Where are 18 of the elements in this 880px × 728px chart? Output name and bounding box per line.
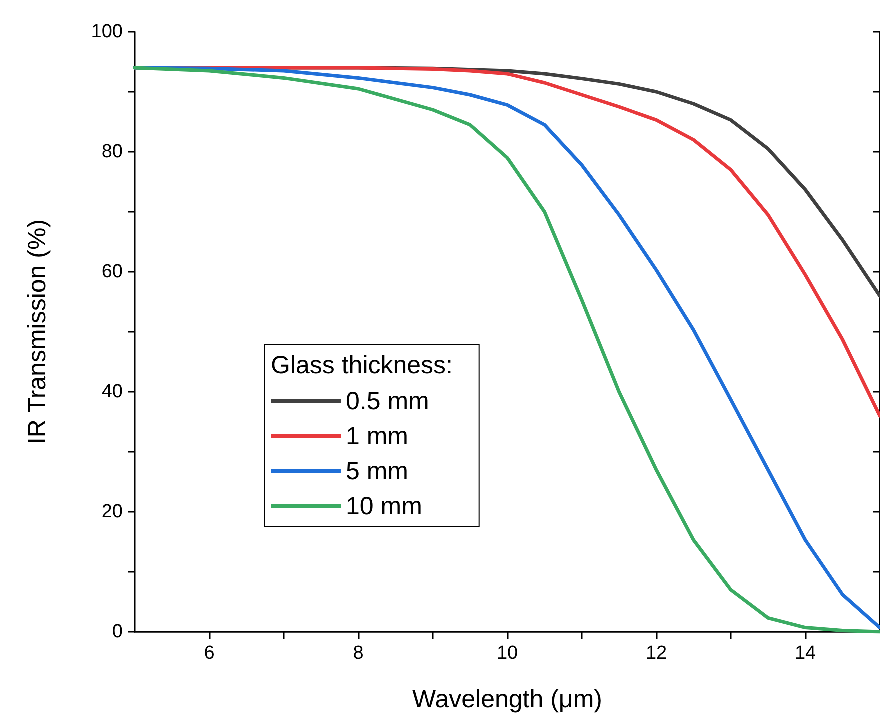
y-axis-title: IR Transmission (%) — [24, 219, 52, 445]
legend-label: 10 mm — [346, 492, 422, 520]
x-tick-label: 14 — [794, 643, 816, 664]
x-tick-label: 12 — [646, 643, 668, 664]
y-tick-label: 80 — [102, 142, 123, 162]
x-tick-label: 10 — [496, 643, 518, 664]
legend-label: 0.5 mm — [346, 388, 430, 416]
x-axis-title: Wavelength (μm) — [412, 686, 602, 714]
y-tick-label: 40 — [102, 382, 123, 402]
x-tick-label: 6 — [204, 643, 215, 664]
y-tick-label: 0 — [112, 622, 123, 642]
legend-title: Glass thickness: — [271, 352, 454, 380]
x-tick-label: 8 — [353, 643, 364, 664]
y-tick-label: 60 — [102, 262, 123, 282]
legend-label: 1 mm — [346, 422, 408, 450]
legend-label: 5 mm — [346, 458, 408, 486]
y-tick-label: 100 — [91, 22, 123, 42]
y-tick-label: 20 — [102, 502, 123, 522]
